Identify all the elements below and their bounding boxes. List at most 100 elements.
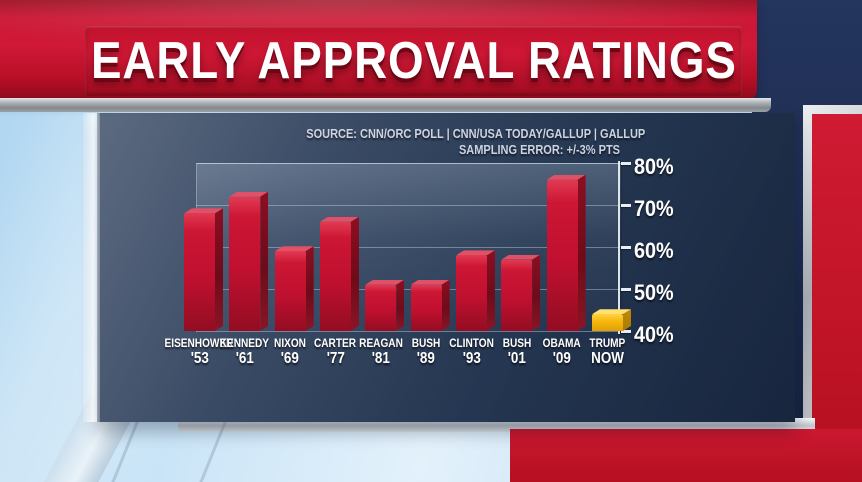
- bar-side-face: [215, 208, 223, 331]
- bar-front-face: [274, 251, 306, 331]
- bar-front-face: [365, 284, 397, 331]
- president-name: CLINTON: [449, 336, 494, 350]
- y-tick-mark-50: [621, 288, 631, 291]
- page-title: EARLY APPROVAL RATINGS: [90, 32, 737, 90]
- bar-reagan81: [365, 279, 405, 331]
- panel-glass-edge: [83, 113, 100, 422]
- term-year: '93: [462, 350, 481, 367]
- title-plate: EARLY APPROVAL RATINGS: [85, 26, 742, 96]
- bar-top-face: [501, 254, 541, 260]
- backdrop-red-bottom: [510, 429, 862, 482]
- term-year: NOW: [591, 350, 624, 367]
- axis-label-reagan81: REAGAN '81: [335, 337, 427, 368]
- bar-side-face: [351, 217, 359, 331]
- bar-top-face: [319, 216, 359, 222]
- bar-front-face: [455, 255, 487, 331]
- axis-label-clinton93: CLINTON '93: [425, 337, 517, 368]
- term-year: '61: [235, 350, 254, 367]
- bar-trumpnow: [591, 309, 631, 331]
- bar-front-face: [184, 213, 215, 331]
- bar-carter77: [319, 216, 359, 331]
- title-banner: EARLY APPROVAL RATINGS: [0, 0, 757, 100]
- bar-side-face: [396, 280, 404, 331]
- bar-side-face: [578, 175, 586, 331]
- bar-top-face: [365, 279, 405, 285]
- bar-bush01: [501, 254, 541, 331]
- axis-label-bush01: BUSH '01: [471, 337, 563, 368]
- president-name: BUSH: [411, 336, 441, 350]
- gridline-60: [196, 246, 620, 248]
- bar-front-face: [229, 196, 261, 331]
- term-year: '01: [507, 350, 526, 367]
- y-tick-mark-70: [621, 204, 631, 207]
- bar-side-face: [442, 280, 450, 331]
- axis-label-eisenhower53: EISENHOWER '53: [154, 337, 246, 368]
- president-name: TRUMP: [589, 336, 626, 350]
- bar-side-face: [260, 192, 268, 331]
- bar-top-face: [184, 208, 223, 214]
- bar-front-face: [501, 259, 533, 331]
- y-tick-text: 40%: [634, 322, 674, 347]
- term-year: '69: [281, 350, 300, 367]
- bar-front-face: [319, 221, 351, 331]
- bar-nixon69: [274, 246, 314, 331]
- term-year: '77: [326, 350, 345, 367]
- y-tick-text: 60%: [634, 238, 674, 263]
- bar-front-face: [591, 314, 623, 331]
- bar-side-face: [487, 250, 495, 331]
- president-name: REAGAN: [358, 336, 403, 350]
- source-attribution: SOURCE: CNN/ORC POLL | CNN/USA TODAY/GAL…: [260, 126, 645, 158]
- president-name: NIXON: [274, 336, 307, 350]
- gridline-40: [196, 330, 620, 332]
- y-tick-label-70: 70%: [634, 196, 698, 222]
- president-name: KENNEDY: [220, 336, 270, 350]
- gridline-50: [196, 288, 620, 290]
- bar-top-face: [410, 279, 450, 285]
- bar-kennedy61: [229, 191, 269, 331]
- axis-label-kennedy61: KENNEDY '61: [199, 337, 291, 368]
- axis-label-obama09: OBAMA '09: [516, 337, 608, 368]
- bar-front-face: [410, 284, 442, 331]
- y-tick-label-80: 80%: [634, 154, 698, 180]
- president-name: BUSH: [502, 336, 532, 350]
- y-tick-mark-40: [621, 330, 631, 333]
- axis-label-carter77: CARTER '77: [289, 337, 381, 368]
- term-year: '89: [417, 350, 436, 367]
- y-axis-line: [618, 161, 620, 334]
- bar-top-face: [455, 250, 495, 256]
- axis-label-nixon69: NIXON '69: [244, 337, 336, 368]
- president-name: EISENHOWER: [165, 336, 234, 350]
- y-tick-mark-80: [621, 162, 631, 165]
- axis-label-bush89: BUSH '89: [380, 337, 472, 368]
- bar-side-face: [532, 255, 540, 331]
- bar-front-face: [546, 179, 578, 331]
- bar-obama09: [546, 174, 586, 331]
- axis-label-trumpnow: TRUMP NOW: [561, 337, 653, 368]
- y-tick-mark-60: [621, 246, 631, 249]
- bar-bush89: [410, 279, 450, 331]
- source-line-1: SOURCE: CNN/ORC POLL | CNN/USA TODAY/GAL…: [306, 127, 646, 141]
- bar-top-face: [274, 246, 314, 252]
- banner-lower-edge: [0, 98, 771, 112]
- source-line-2: SAMPLING ERROR: +/-3% PTS: [458, 143, 620, 157]
- y-tick-label-50: 50%: [634, 280, 698, 306]
- y-tick-text: 70%: [634, 196, 674, 221]
- bar-clinton93: [455, 250, 495, 331]
- term-year: '53: [190, 350, 209, 367]
- gridline-70: [196, 204, 620, 206]
- y-tick-text: 80%: [634, 154, 674, 179]
- term-year: '81: [371, 350, 390, 367]
- y-tick-label-40: 40%: [634, 322, 698, 348]
- president-name: OBAMA: [543, 336, 582, 350]
- bar-top-face: [591, 309, 631, 315]
- term-year: '09: [553, 350, 572, 367]
- president-name: CARTER: [314, 336, 357, 350]
- bar-top-face: [229, 191, 269, 197]
- bar-side-face: [623, 309, 631, 331]
- y-tick-text: 50%: [634, 280, 674, 305]
- bar-side-face: [306, 246, 314, 331]
- y-tick-label-60: 60%: [634, 238, 698, 264]
- bar-eisenhower53: [184, 208, 223, 331]
